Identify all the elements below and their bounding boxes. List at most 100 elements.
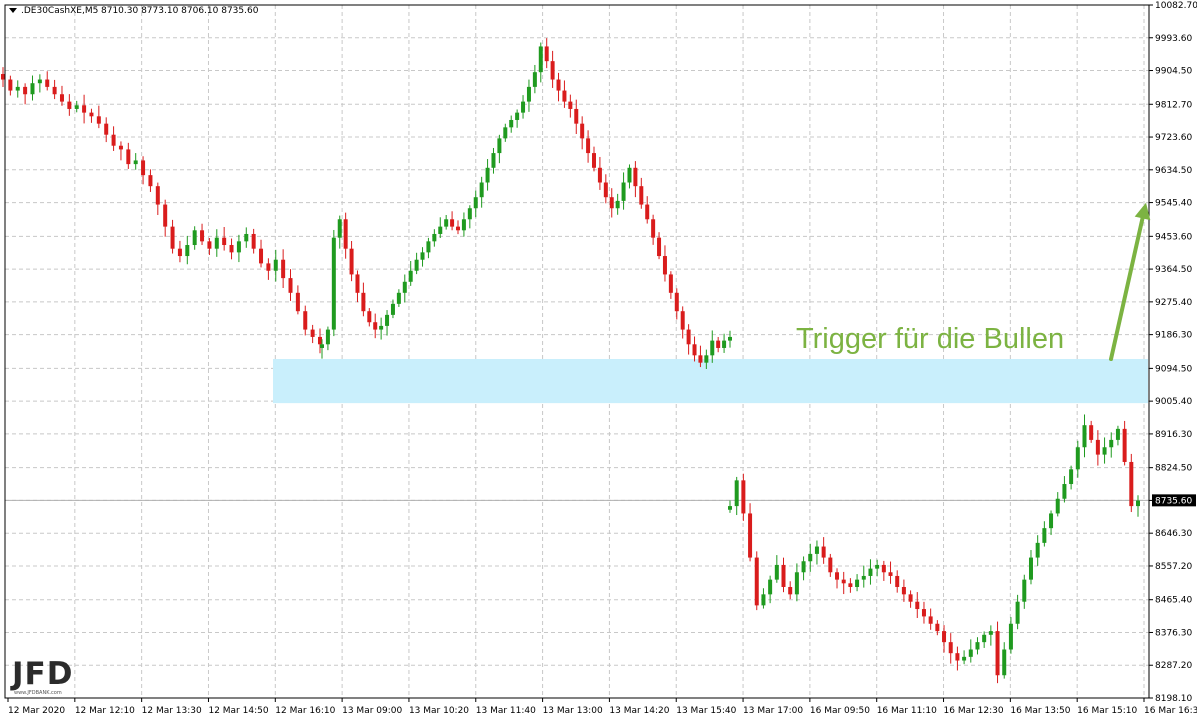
candle-body (855, 579, 860, 587)
y-tick-label: 9364.50 (1155, 265, 1192, 275)
candle (118, 141, 123, 161)
candle (788, 581, 793, 600)
candle (855, 574, 860, 592)
y-tick-label: 9545.40 (1155, 199, 1192, 209)
candle (1129, 453, 1134, 513)
chart-symbol: .DE30CashXE,M5 (21, 6, 98, 16)
candle-body (768, 579, 773, 595)
candle (15, 80, 20, 98)
candle (96, 105, 101, 129)
candle-body (928, 616, 933, 624)
candle-body (59, 94, 64, 102)
candle (473, 190, 478, 218)
candle (868, 559, 873, 585)
candle (848, 578, 853, 593)
chevron-down-icon[interactable] (9, 8, 17, 13)
candle (955, 646, 960, 671)
candle (45, 71, 50, 91)
candle-body (955, 653, 960, 661)
candle-body (609, 197, 614, 209)
candle-body (485, 167, 490, 183)
candle-body (674, 292, 679, 312)
candle-body (716, 340, 721, 348)
candle (1055, 492, 1060, 517)
candle (988, 625, 993, 646)
candle (651, 214, 656, 245)
candle (385, 310, 390, 336)
candle-body (259, 248, 264, 264)
candle-body (526, 86, 531, 102)
candle (479, 176, 484, 208)
candle-body (901, 586, 906, 595)
candle-body (968, 649, 973, 657)
candle (349, 240, 354, 282)
candle-body (1008, 623, 1013, 650)
candle (259, 239, 264, 268)
candle (515, 109, 520, 128)
candle (1, 67, 5, 88)
candle (621, 172, 626, 210)
candle-body (592, 153, 596, 168)
candle-body (337, 219, 342, 238)
candle-body (1089, 425, 1094, 440)
candle-body (438, 226, 443, 234)
candle-body (503, 127, 508, 139)
candle (337, 215, 342, 249)
candle (1035, 535, 1040, 566)
candle (728, 500, 732, 513)
logo-subtext: www.JFDBANK.com (14, 690, 62, 696)
candle-body (680, 311, 685, 330)
candle (754, 551, 759, 611)
candle (1115, 425, 1120, 446)
candle (568, 94, 573, 118)
candle-body (982, 634, 987, 643)
candle-body (908, 594, 913, 602)
candle (748, 503, 753, 562)
candle-body (15, 86, 20, 91)
candle-body (74, 105, 79, 109)
candle-body (1028, 557, 1033, 580)
candle (390, 299, 395, 319)
logo-text: JFD (10, 656, 73, 692)
candle (1122, 420, 1127, 466)
candle-body (633, 167, 638, 187)
y-tick-label: 9723.60 (1155, 133, 1192, 143)
candle-body (491, 153, 496, 168)
candle (414, 252, 419, 275)
y-tick-label: 8557.20 (1155, 562, 1192, 572)
candle (23, 83, 28, 105)
candle (1109, 432, 1114, 458)
x-tick-label: 12 Mar 13:30 (142, 706, 202, 716)
y-tick-label: 8824.50 (1155, 464, 1192, 474)
candle-body (402, 281, 407, 293)
y-axis: 10082.70 9993.60 9904.50 9812.70 9723.60 9634… (1149, 1, 1197, 704)
candle (901, 579, 906, 602)
up-arrow-annotation (1109, 202, 1151, 362)
candle (1008, 617, 1013, 654)
candle (37, 74, 42, 93)
candle-body (841, 579, 846, 584)
candle (639, 177, 644, 209)
candle (888, 561, 893, 584)
candle (597, 156, 602, 190)
candle-body (303, 311, 308, 330)
candle (645, 196, 650, 224)
candle-body (788, 586, 793, 595)
candle-body (748, 513, 753, 558)
candle-body (8, 79, 13, 91)
candle-body (373, 322, 378, 330)
candle (875, 559, 880, 577)
candle (266, 258, 271, 280)
candle (288, 269, 293, 301)
candle (229, 238, 234, 260)
candle (928, 608, 933, 630)
candle (975, 637, 980, 655)
candle-body (273, 259, 278, 271)
candle-body (192, 230, 197, 246)
candle-body (396, 292, 401, 304)
candle-body (266, 263, 271, 271)
candle (491, 147, 496, 174)
candle-body (728, 506, 732, 510)
candle (185, 235, 190, 265)
candle (1002, 642, 1007, 679)
